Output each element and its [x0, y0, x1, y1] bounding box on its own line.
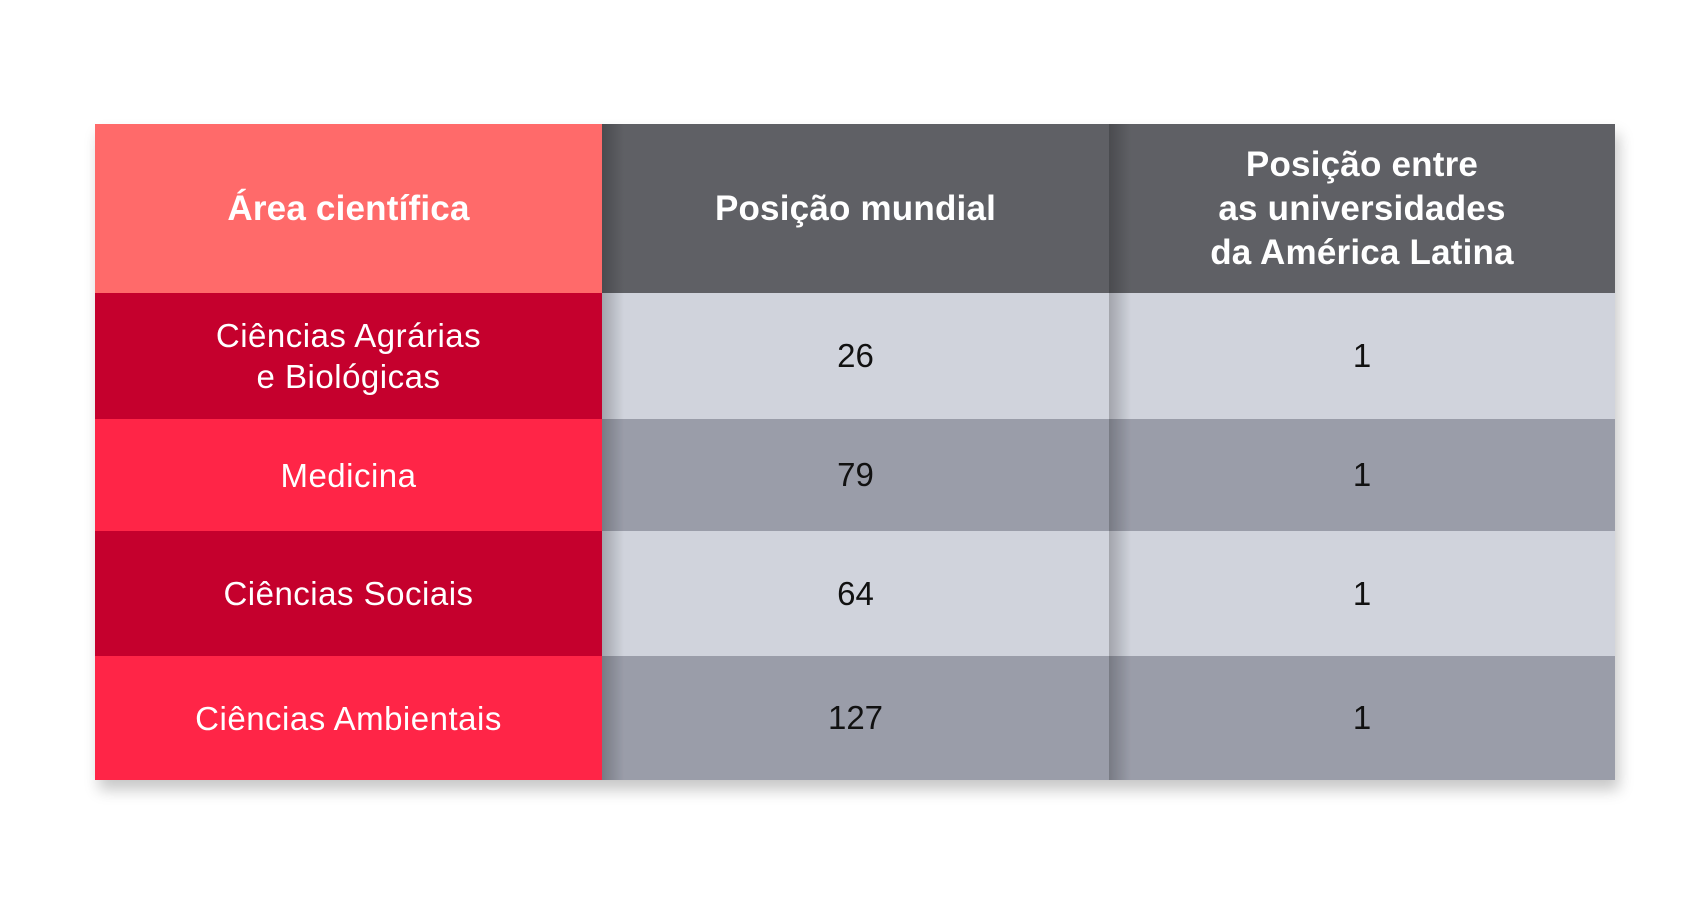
header-latam-position: Posição entre as universidades da Améric…	[1109, 124, 1615, 293]
row-latam-cell: 1	[1109, 531, 1615, 656]
header-world-position: Posição mundial	[602, 124, 1109, 293]
row-world-cell: 64	[602, 531, 1109, 656]
row-latam-cell: 1	[1109, 293, 1615, 419]
header-area: Área científica	[95, 124, 602, 293]
row-latam-cell: 1	[1109, 419, 1615, 531]
row-area-cell: Ciências Agrárias e Biológicas	[95, 293, 602, 419]
row-latam-cell: 1	[1109, 656, 1615, 780]
row-area-cell: Medicina	[95, 419, 602, 531]
row-area-cell: Ciências Ambientais	[95, 656, 602, 780]
row-world-cell: 26	[602, 293, 1109, 419]
row-area-cell: Ciências Sociais	[95, 531, 602, 656]
row-world-cell: 127	[602, 656, 1109, 780]
ranking-table: Área científica Posição mundial Posição …	[95, 124, 1615, 780]
row-world-cell: 79	[602, 419, 1109, 531]
